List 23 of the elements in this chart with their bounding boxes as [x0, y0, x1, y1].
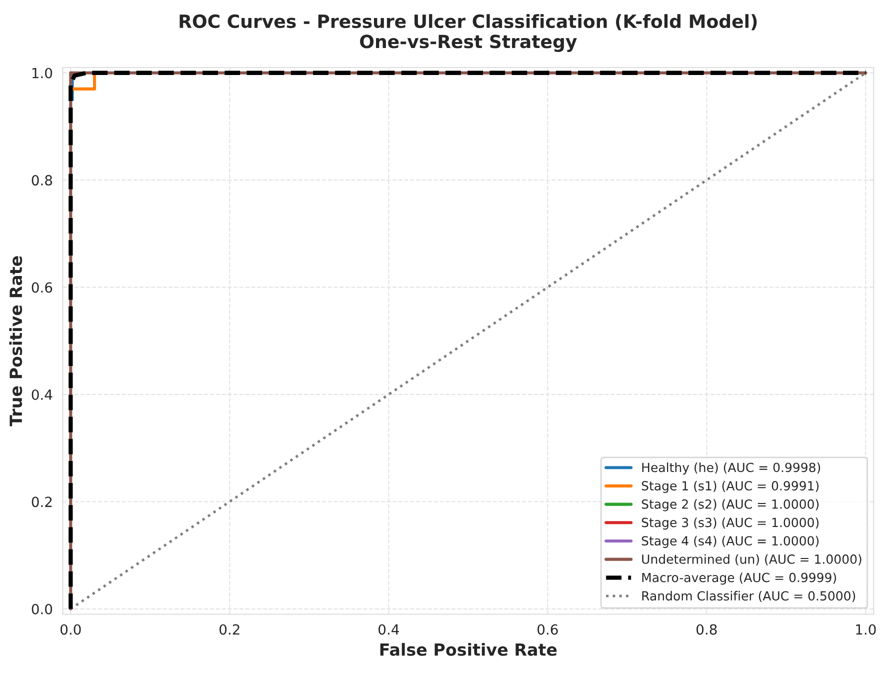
x-tick-label: 0.0 — [60, 624, 81, 635]
legend-label: Stage 4 (s4) (AUC = 1.0000) — [642, 536, 819, 548]
y-tick-label: 0.4 — [32, 389, 52, 400]
legend-label: Stage 2 (s2) (AUC = 1.0000) — [642, 499, 819, 512]
y-tick-label: 1.0 — [32, 68, 52, 78]
legend-label: Undetermined (un) (AUC = 1.0000) — [642, 554, 862, 566]
x-tick-label: 1.0 — [856, 624, 876, 635]
x-axis-title: False Positive Rate — [380, 642, 557, 656]
y-tick-label: 0.2 — [32, 496, 52, 508]
y-axis-title: True Positive Rate — [9, 256, 22, 426]
legend-label: Stage 1 (s1) (AUC = 0.9991) — [642, 480, 819, 493]
x-tick-label: 0.4 — [378, 624, 399, 635]
y-tick-label: 0.0 — [32, 604, 52, 614]
legend-label: Healthy (he) (AUC = 0.9998) — [642, 462, 820, 475]
x-tick-label: 0.6 — [538, 624, 558, 635]
y-tick-label: 0.6 — [32, 282, 52, 293]
legend-label: Stage 3 (s3) (AUC = 1.0000) — [642, 518, 819, 530]
x-tick-label: 0.8 — [696, 624, 717, 635]
legend-label: Macro-average (AUC = 0.9999) — [642, 572, 836, 585]
y-tick-label: 0.8 — [32, 175, 52, 186]
legend-label: Random Classifier (AUC = 0.5000) — [642, 590, 856, 602]
x-tick-label: 0.2 — [220, 624, 240, 635]
chart-title: ROC Curves - Pressure Ulcer Classification (K-fold Model) One-vs-Rest Strategy — [180, 14, 757, 52]
